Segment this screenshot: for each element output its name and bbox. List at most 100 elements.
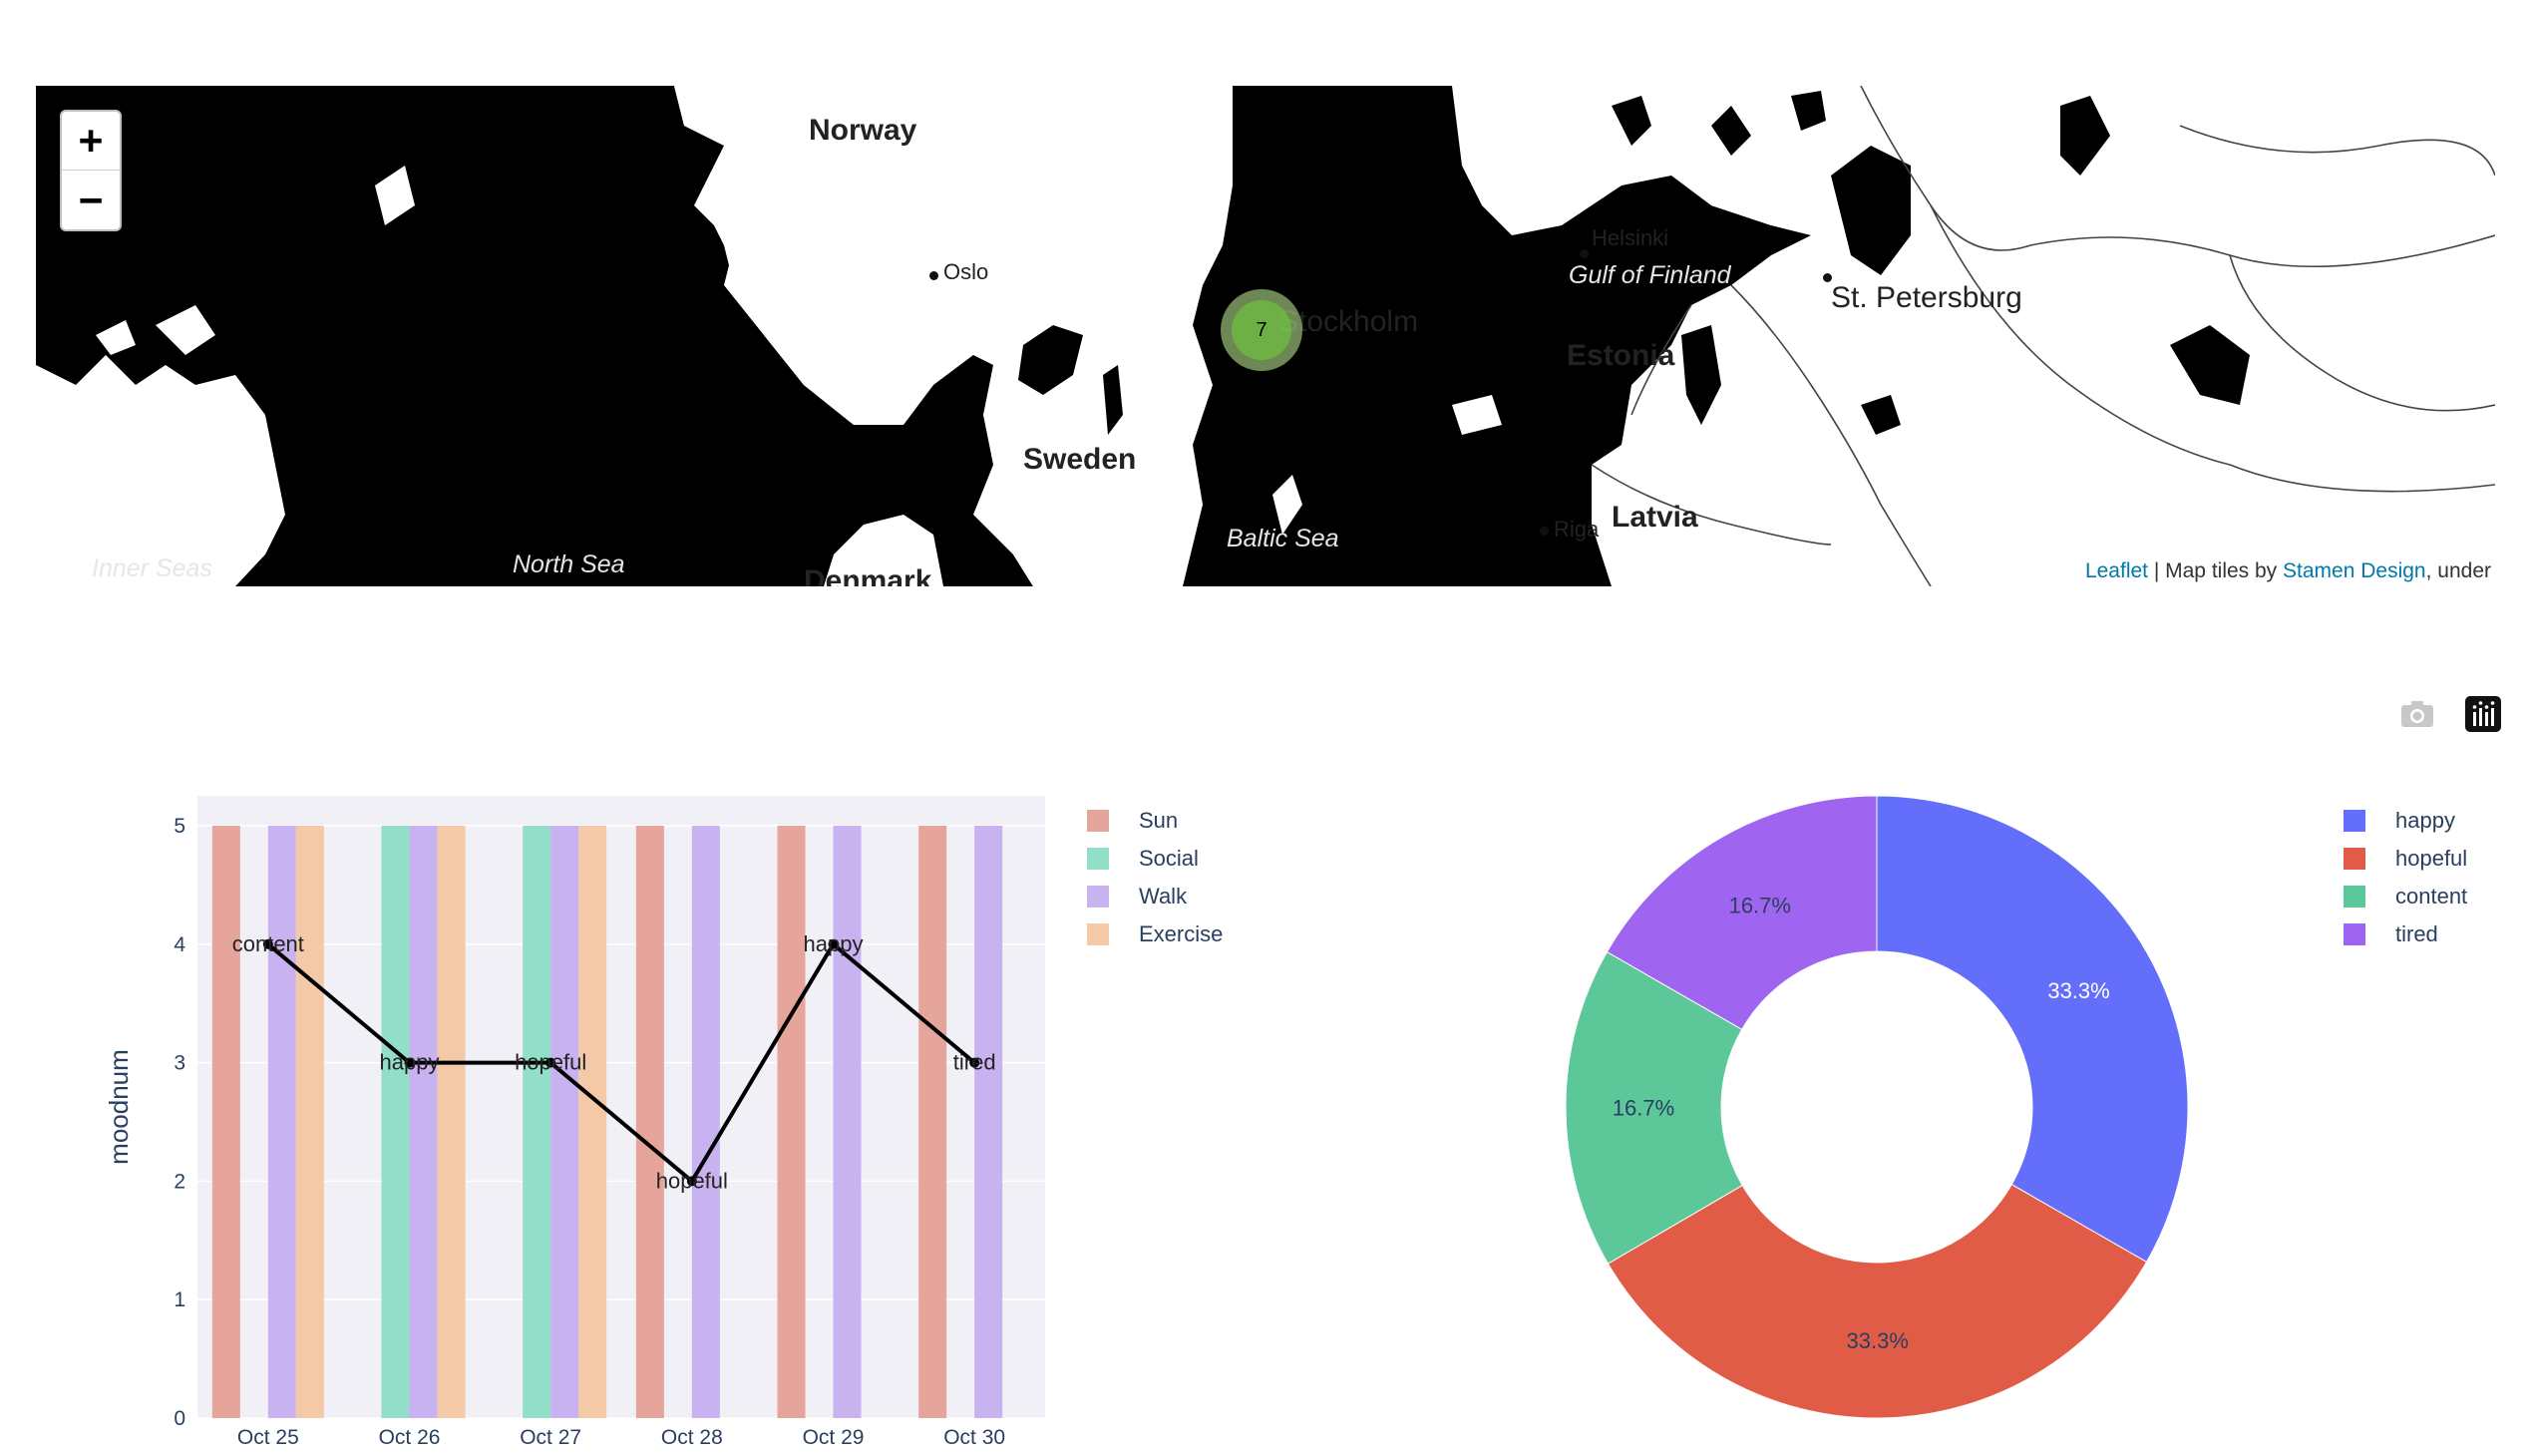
bar-sun[interactable] — [918, 826, 947, 1418]
north-sea-water — [36, 86, 1033, 586]
legend-item-happy[interactable]: happy — [2344, 802, 2467, 840]
label-oslo: Oslo — [943, 259, 989, 284]
marker-cluster-count: 7 — [1232, 300, 1291, 360]
x-tick-label: Oct 29 — [803, 1426, 865, 1449]
legend-item-hopeful[interactable]: hopeful — [2344, 840, 2467, 878]
bar-exercise[interactable] — [578, 826, 607, 1418]
label-denmark: Denmark — [804, 564, 932, 586]
sweden-land — [993, 86, 1243, 586]
bar-social[interactable] — [381, 826, 410, 1418]
y-tick-label: 1 — [174, 1288, 185, 1311]
bar-walk[interactable] — [833, 826, 862, 1418]
pie-slice-label: 16.7% — [1729, 893, 1791, 917]
mood-activity-chart: content happy hopeful hopeful happy tired 0 1 2… — [100, 778, 1257, 1456]
bar-exercise[interactable] — [437, 826, 466, 1418]
lake-onega — [2060, 96, 2110, 176]
mood-point-label: tired — [953, 1050, 996, 1075]
bar-sun[interactable] — [635, 826, 664, 1418]
denmark-land — [824, 515, 943, 586]
bar-walk[interactable] — [409, 826, 438, 1418]
zoom-control: + − — [60, 110, 122, 231]
legend-label: Walk — [1139, 884, 1188, 909]
y-tick-label: 2 — [174, 1170, 185, 1193]
saaremaa — [1452, 395, 1502, 435]
stamen-link[interactable]: Stamen Design — [2283, 559, 2426, 582]
dot-oslo — [929, 271, 938, 280]
lake-vanern — [1018, 325, 1083, 395]
lake-peipus — [1681, 325, 1721, 425]
mood-point[interactable] — [404, 1057, 415, 1068]
dot-helsinki — [1580, 249, 1589, 258]
norway-land — [674, 86, 1043, 425]
mood-activity-plot: content happy hopeful hopeful happy tired 0 1 2… — [104, 796, 1045, 1449]
legend-item-content[interactable]: content — [2344, 878, 2467, 915]
legend-swatch — [2344, 886, 2365, 908]
mood-share-plot: 33.3% 33.3% 16.7% 16.7% — [1565, 795, 2189, 1419]
bar-walk[interactable] — [550, 826, 579, 1418]
finland-land — [1452, 86, 1861, 235]
bar-sun[interactable] — [777, 826, 806, 1418]
attribution-tail: , under — [2425, 559, 2491, 582]
label-gulf-of-finland: Gulf of Finland — [1569, 261, 1731, 289]
bar-walk[interactable] — [691, 826, 720, 1418]
pie-slice-label: 33.3% — [1847, 1328, 1909, 1353]
legend-item-tired[interactable]: tired — [2344, 915, 2467, 953]
label-norway: Norway — [809, 114, 917, 147]
map-attribution: Leaflet | Map tiles by Stamen Design , u… — [2076, 556, 2495, 586]
pie-slice-hopeful[interactable] — [1607, 1184, 2148, 1419]
label-baltic-sea: Baltic Sea — [1227, 525, 1339, 552]
gotland — [1272, 475, 1302, 535]
x-tick-label: Oct 25 — [237, 1426, 299, 1449]
mood-point-label: hopeful — [515, 1050, 586, 1075]
y-tick-label: 3 — [174, 1052, 185, 1075]
mood-point[interactable] — [969, 1057, 980, 1068]
bar-walk[interactable] — [974, 826, 1003, 1418]
finnish-lakes — [1612, 91, 1826, 156]
pie-slice-tired[interactable] — [1606, 795, 1878, 1030]
leaflet-link[interactable]: Leaflet — [2084, 559, 2149, 582]
legend-item-social[interactable]: Social — [1087, 840, 1223, 878]
legend-swatch — [2344, 848, 2365, 870]
pie-slice-happy[interactable] — [1876, 795, 2189, 1264]
mood-point[interactable] — [262, 938, 273, 949]
lake-vattern — [1103, 365, 1123, 435]
mood-point[interactable] — [545, 1057, 556, 1068]
legend-label: tired — [2395, 921, 2438, 946]
legend-item-walk[interactable]: Walk — [1087, 878, 1223, 915]
x-tick-label: Oct 27 — [520, 1426, 581, 1449]
pie-slice-content[interactable] — [1565, 950, 1743, 1265]
zoom-in-button[interactable]: + — [62, 112, 120, 171]
bar-sun[interactable] — [211, 826, 240, 1418]
dot-riga — [1540, 527, 1549, 536]
label-riga: Riga — [1554, 517, 1600, 542]
baltic-water — [1183, 86, 1811, 586]
y-tick-label: 5 — [174, 815, 185, 838]
zoom-out-button[interactable]: − — [78, 177, 104, 223]
plotly-logo-icon[interactable] — [2463, 694, 2503, 734]
chart2-legend: happy hopeful content tired — [2344, 802, 2467, 953]
label-estonia: Estonia — [1567, 339, 1675, 372]
camera-icon[interactable] — [2397, 694, 2437, 734]
lake-ilmen — [1861, 395, 1901, 435]
map-tiles — [36, 86, 2495, 586]
map[interactable]: + − Norway Sweden Estonia Latvia Denmark… — [36, 86, 2495, 586]
plot-background — [197, 796, 1045, 1418]
y-tick-label: 4 — [174, 933, 185, 956]
attribution-text: | Map tiles by — [2148, 559, 2284, 582]
bar-exercise[interactable] — [295, 826, 324, 1418]
bar-social[interactable] — [523, 826, 551, 1418]
dot-st-petersburg — [1823, 273, 1832, 282]
x-tick-label: Oct 30 — [943, 1426, 1005, 1449]
x-tick-label: Oct 26 — [379, 1426, 441, 1449]
legend-swatch — [2344, 923, 2365, 945]
legend-label: Exercise — [1139, 921, 1224, 946]
legend-item-exercise[interactable]: Exercise — [1087, 915, 1223, 953]
legend-item-sun[interactable]: Sun — [1087, 802, 1223, 840]
legend-swatch — [1087, 886, 1109, 908]
mood-point-label: happy — [380, 1050, 440, 1075]
marker-cluster[interactable]: 7 — [1221, 289, 1302, 371]
mood-point[interactable] — [828, 938, 839, 949]
legend-swatch — [2344, 810, 2365, 832]
bar-walk[interactable] — [267, 826, 296, 1418]
mood-point[interactable] — [686, 1176, 697, 1187]
